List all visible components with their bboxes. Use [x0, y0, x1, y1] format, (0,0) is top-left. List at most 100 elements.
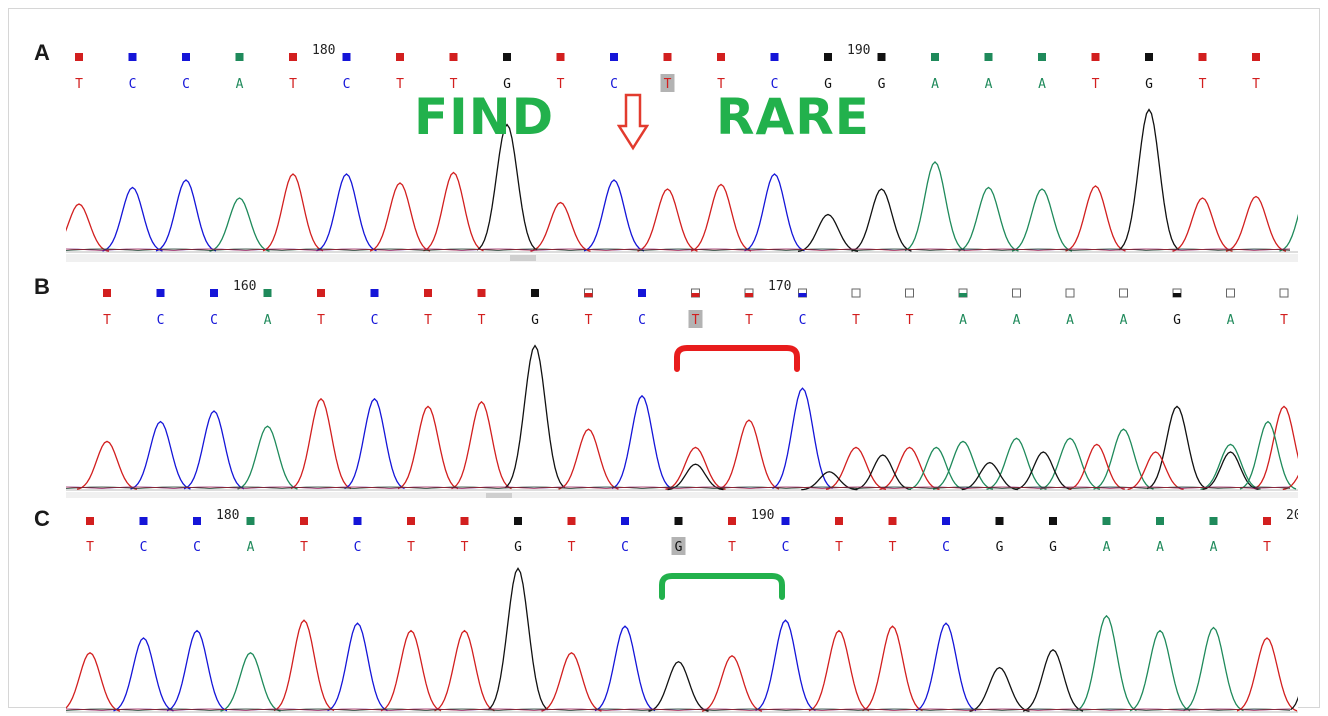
base-letter: A [985, 77, 993, 92]
base-letter: A [959, 313, 967, 328]
scrollbar-thumb[interactable] [510, 255, 536, 261]
trace-peak [451, 400, 512, 490]
panel-label-c: C [34, 506, 50, 531]
quality-marker [824, 53, 832, 61]
trace-peak [744, 173, 805, 252]
base-letter: G [675, 540, 683, 555]
quality-marker [1263, 517, 1271, 525]
quality-marker [728, 517, 736, 525]
quality-marker [942, 517, 950, 525]
trace-peak [155, 179, 217, 252]
quality-marker [567, 517, 576, 525]
base-letter: T [692, 313, 700, 328]
quality-marker [531, 289, 539, 297]
trace-peak [209, 197, 270, 252]
base-letter: C [354, 540, 362, 555]
quality-marker [984, 53, 993, 61]
quality-marker [851, 288, 861, 298]
trace-peak [1129, 629, 1191, 712]
base-letter: T [664, 77, 672, 92]
quality-marker [1012, 288, 1021, 298]
position-label: 200 [1286, 508, 1298, 523]
trace-peak [1290, 695, 1298, 711]
scrollbar-thumb[interactable] [486, 493, 512, 498]
quality-marker [460, 517, 469, 525]
base-letter: T [396, 77, 404, 92]
trace-peak [1236, 637, 1298, 712]
trace-noise [66, 248, 1291, 251]
quality-marker [86, 517, 94, 525]
trace-peak [66, 203, 110, 252]
base-letter: T [906, 313, 914, 328]
quality-marker [1065, 288, 1075, 298]
trace-peak [986, 437, 1047, 490]
quality-marker [139, 517, 148, 525]
trace-peak [862, 625, 923, 712]
quality-marker [342, 53, 351, 61]
chromatogram-a-svg: TCCATCTTGTCTTCGGAAATGTTA180190 [66, 43, 1298, 262]
trace-peak [611, 394, 673, 490]
trace-peak [1183, 626, 1244, 712]
quality-marker [128, 53, 137, 61]
base-letter: C [638, 313, 646, 328]
trace-peak [476, 123, 538, 251]
quality-marker [156, 289, 165, 297]
quality-marker-fill [959, 293, 967, 297]
base-letter: C [182, 77, 190, 92]
quality-marker [300, 517, 308, 525]
trace-peak [1225, 195, 1287, 252]
quality-marker [193, 517, 201, 525]
quality-marker-fill [745, 293, 753, 297]
quality-marker [1226, 288, 1235, 298]
base-letter: A [1013, 313, 1021, 328]
quality-marker [449, 53, 458, 61]
base-letter: C [621, 540, 629, 555]
trace-peak [327, 622, 388, 712]
base-letter: G [514, 540, 522, 555]
chromatogram-panel-c: TCCATCTTGTCGTCTTCGGAAATG180190200 [66, 506, 1298, 714]
base-letter: T [317, 313, 325, 328]
trace-peak [637, 188, 698, 252]
trace-peak [369, 182, 431, 252]
quality-marker [424, 289, 432, 297]
trace-peak [380, 629, 442, 712]
trace-peak [183, 410, 245, 490]
quality-marker [75, 53, 83, 61]
trace-noise [66, 248, 1291, 251]
base-letter: T [289, 77, 297, 92]
base-letter: C [140, 540, 148, 555]
base-letter: T [424, 313, 432, 328]
quality-marker [1252, 53, 1260, 61]
quality-marker [396, 53, 404, 61]
trace-peak [665, 446, 726, 491]
quality-marker [182, 53, 190, 61]
trace-secondary-peak [1127, 451, 1184, 491]
quality-marker [1198, 53, 1207, 61]
quality-marker [1119, 288, 1128, 298]
trace-peak [1200, 443, 1261, 490]
quality-marker [610, 53, 618, 61]
base-letter: C [799, 313, 807, 328]
base-letter: T [557, 77, 565, 92]
base-letter: C [771, 77, 779, 92]
scrollbar-track[interactable] [66, 492, 1298, 498]
base-letter: G [1049, 540, 1057, 555]
base-letter: T [1199, 77, 1207, 92]
base-letter: C [610, 77, 618, 92]
quality-marker [210, 289, 218, 297]
quality-marker [556, 53, 565, 61]
quality-marker-fill [584, 293, 593, 297]
trace-peak [594, 625, 656, 712]
trace-peak [290, 397, 352, 490]
scrollbar-track[interactable] [66, 254, 1298, 262]
position-label: 160 [233, 279, 256, 294]
trace-peak [904, 161, 966, 252]
trace-peak [113, 637, 174, 712]
trace-noise [66, 708, 1291, 711]
quality-marker [370, 289, 379, 297]
trace-peak [434, 629, 495, 712]
trace-peak [772, 387, 833, 490]
base-letter: G [824, 77, 832, 92]
panel-label-a: A [34, 40, 50, 65]
trace-peak [541, 652, 602, 712]
